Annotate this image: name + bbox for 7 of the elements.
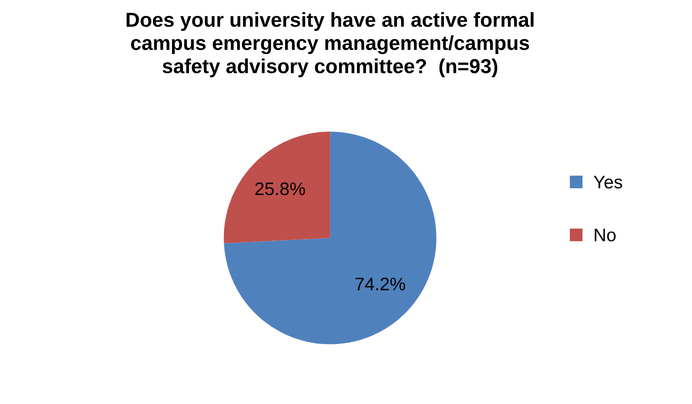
- pie-slice: [224, 132, 330, 244]
- chart-title: Does your university have an active formal campus emergency management/campus safety advisory committee? (n=93): [126, 12, 534, 78]
- pie-slice: [224, 132, 436, 344]
- data-label: 74.2%: [355, 278, 406, 290]
- legend-label: Yes: [594, 176, 622, 188]
- data-label: 25.8%: [255, 182, 305, 196]
- legend-label: No: [594, 228, 616, 242]
